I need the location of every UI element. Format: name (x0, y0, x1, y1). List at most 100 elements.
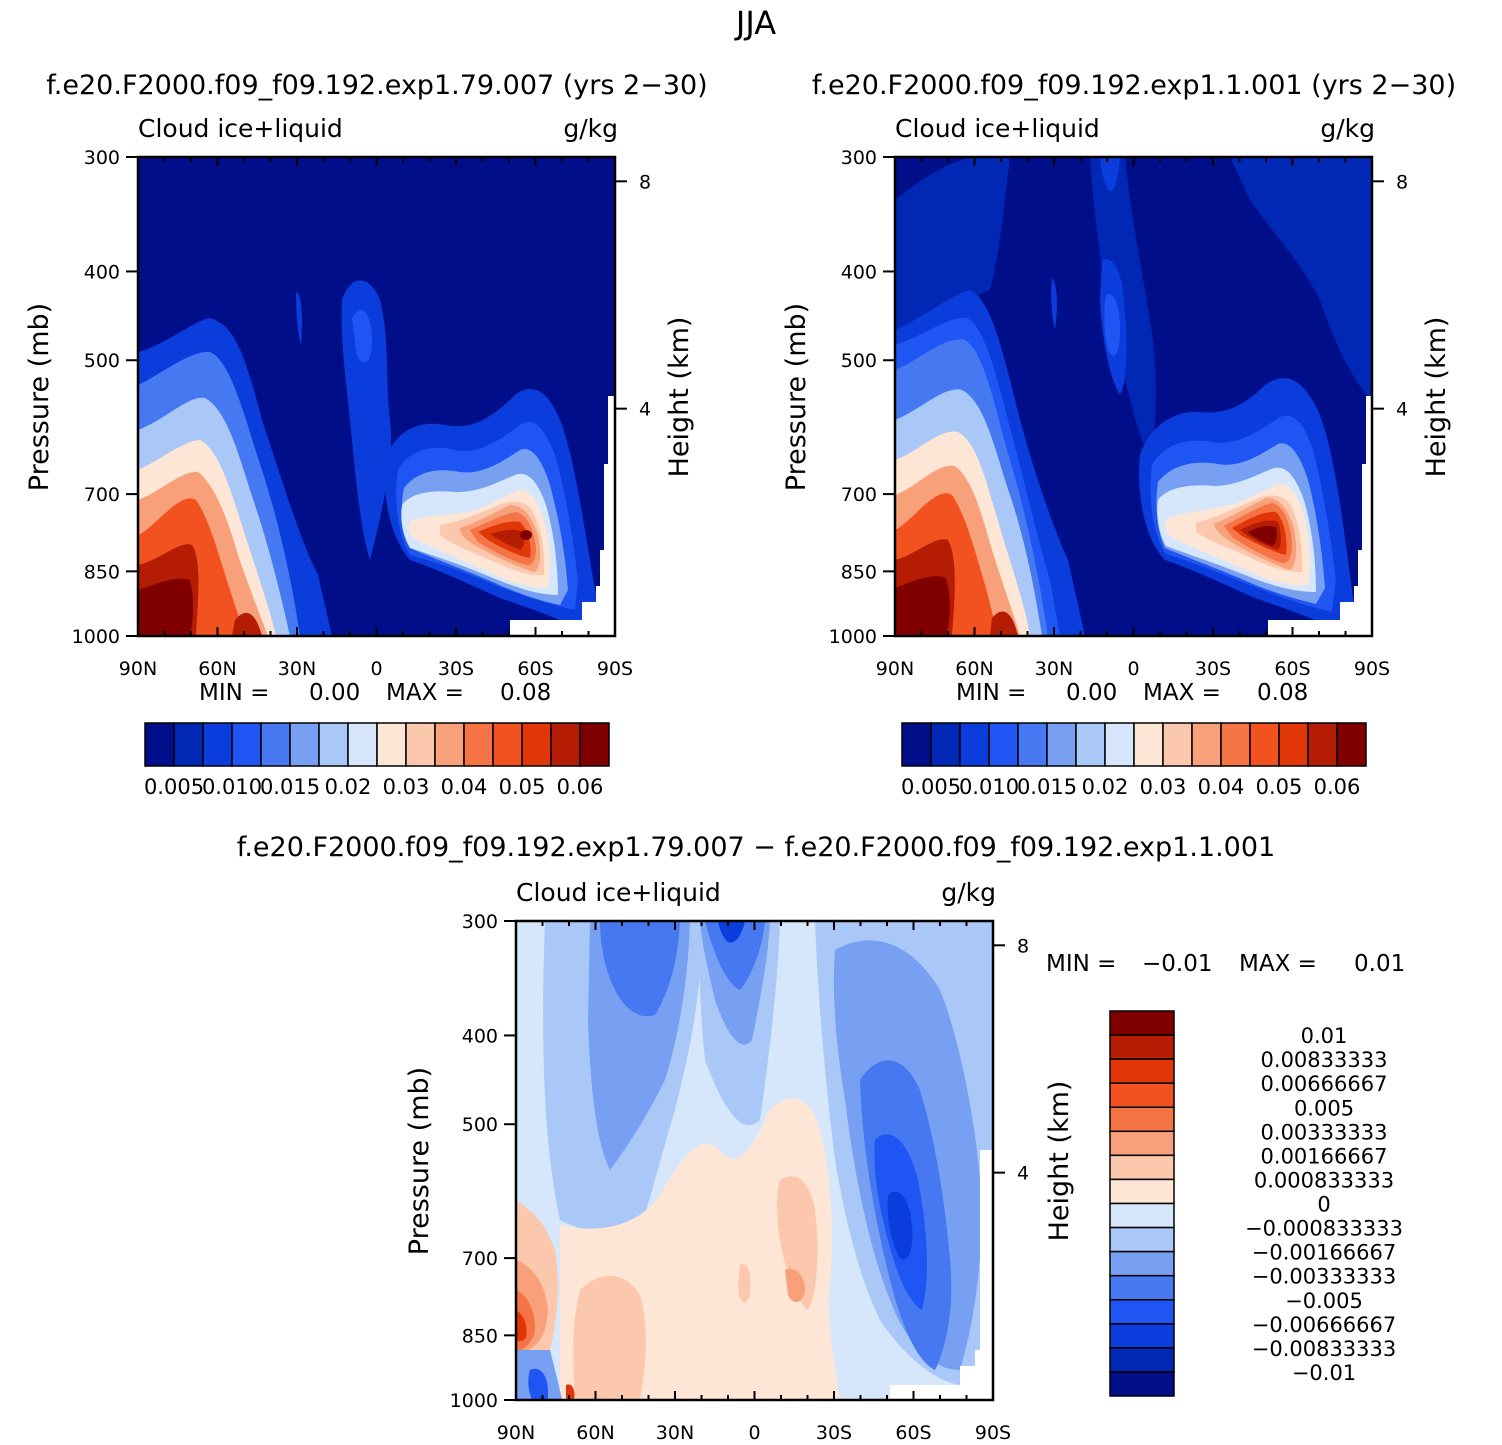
panel-c-min-label: MIN = (1046, 951, 1116, 977)
panel-c-colorbar-label: 0.00833333 (1261, 1048, 1388, 1072)
panel-b-ytick-label: 850 (841, 561, 877, 583)
panel-a-colorbar-swatch (405, 722, 436, 767)
panel-c-max-label: MAX = (1239, 951, 1317, 977)
panel-b-xtick-label: 90N (876, 658, 914, 680)
panel-b-colorbar-label: 0.005 (901, 775, 961, 799)
panel-c-colorbar-label: 0.005 (1294, 1096, 1354, 1120)
panel-b-colorbar-swatch (1162, 722, 1193, 767)
panel-a-ylabel-right: Height (km) (664, 317, 695, 478)
panel-b-colorbar-swatch (901, 722, 932, 767)
panel-b-colorbar-swatch (1075, 722, 1106, 767)
panel-c-min-value: −0.01 (1142, 951, 1212, 977)
panel-b-colorbar-swatch (1220, 722, 1251, 767)
panel-c-colorbar-label: 0.00666667 (1261, 1072, 1388, 1096)
panel-c-ylabel: Pressure (mb) (404, 1067, 435, 1255)
panel-c-ytick-right-label: 8 (1017, 935, 1029, 957)
panel-c-units: g/kg (941, 878, 996, 907)
panel-c-colorbar-swatch (1109, 1034, 1175, 1060)
panel-c-colorbar-label: −0.005 (1285, 1289, 1363, 1313)
panel-b-variable: Cloud ice+liquid (895, 114, 1100, 143)
panel-b-colorbar-label: 0.015 (1017, 775, 1077, 799)
panel-b-ylabel: Pressure (mb) (781, 303, 812, 491)
panel-a-colorbar-swatch (492, 722, 523, 767)
panel-a-colorbar-label: 0.02 (325, 775, 372, 799)
panel-c-max-value: 0.01 (1354, 951, 1405, 977)
panel-c-colorbar-swatch (1109, 1226, 1175, 1253)
panel-c-colorbar-swatch (1109, 1274, 1175, 1301)
panel-a-contours (138, 157, 615, 636)
panel-b-xtick-label: 0 (1127, 658, 1139, 680)
panel-c-colorbar-swatch (1109, 1299, 1175, 1325)
panel-b-units: g/kg (1320, 114, 1375, 143)
panel-c-axes: 90N 60N 30N 0 30S 60S 90S 300 400 500 700 850 1000 8 4 (450, 911, 1029, 1444)
panel-a-colorbar-label: 0.05 (499, 775, 546, 799)
panel-a-max-label: MAX = (386, 680, 464, 706)
panel-c-colorbar-label: −0.00166667 (1252, 1241, 1397, 1265)
panel-a-colorbar-swatch (376, 722, 407, 767)
panel-c-colorbar-label: 0.000833333 (1254, 1168, 1394, 1192)
panel-a-ytick-label: 400 (84, 261, 120, 283)
panel-b-colorbar-label: 0.010 (959, 775, 1019, 799)
panel-c-colorbar-swatch (1109, 1058, 1175, 1084)
panel-a-xtick-label: 60S (517, 658, 553, 680)
panel-b-ytick-right-label: 8 (1396, 171, 1408, 193)
panel-b-colorbar-swatch (1249, 722, 1280, 767)
panel-c-colorbar-label: −0.01 (1292, 1361, 1356, 1385)
panel-a-colorbar-label: 0.005 (144, 775, 204, 799)
panel-a-colorbar-swatch (231, 722, 262, 767)
panel-c-colorbar-swatch (1109, 1178, 1175, 1205)
panel-a-colorbar-swatch (550, 722, 581, 767)
panel-a-xtick-label: 0 (370, 658, 382, 680)
panel-c-colorbar-swatch (1109, 1154, 1175, 1181)
panel-b-xtick-label: 60S (1274, 658, 1310, 680)
panel-b-colorbar-swatch (1133, 722, 1164, 767)
panel-c-colorbar-label: −0.00333333 (1252, 1265, 1397, 1289)
panel-a-colorbar-swatch (463, 722, 494, 767)
panel-c-colorbar-swatch (1109, 1130, 1175, 1157)
panel-b-colorbar-swatch (959, 722, 990, 767)
panel-b-colorbar-swatch (930, 722, 961, 767)
panel-c-ytick-label: 500 (462, 1114, 498, 1136)
panel-a-ytick-label: 850 (84, 561, 120, 583)
panel-c-colorbar-swatch (1109, 1250, 1175, 1277)
panel-a-xtick-label: 30S (438, 658, 474, 680)
panel-c-colorbar-swatch (1109, 1323, 1175, 1349)
panel-a-ytick-label: 700 (84, 484, 120, 506)
panel-c-colorbar-swatch (1109, 1347, 1175, 1373)
panel-c-colorbar-label: −0.000833333 (1245, 1217, 1403, 1241)
panel-b-colorbar-swatch (1017, 722, 1048, 767)
panel-b-max-value: 0.08 (1257, 680, 1308, 706)
panel-a-max-value: 0.08 (500, 680, 551, 706)
panel-a-xtick-label: 90S (597, 658, 633, 680)
panel-a-title: f.e20.F2000.f09_f09.192.exp1.79.007 (yrs… (46, 70, 707, 101)
panel-b-xtick-label: 60N (955, 658, 993, 680)
panel-b-ylabel-right: Height (km) (1421, 317, 1452, 478)
panel-c-ytick-label: 850 (462, 1325, 498, 1347)
panel-c-colorbar-swatch (1109, 1082, 1175, 1108)
panel-a-colorbar-swatch (521, 722, 552, 767)
panel-b-axes: 90N 60N 30N 0 30S 60S 90S 300 400 500 700 850 1000 8 4 (829, 147, 1408, 680)
panel-b-min-value: 0.00 (1066, 680, 1117, 706)
panel-b-xtick-label: 30N (1035, 658, 1073, 680)
panel-c-colorbar-swatch (1109, 1106, 1175, 1133)
panel-c-colorbar-swatch (1109, 1010, 1175, 1036)
panel-a-missing (510, 396, 615, 636)
panel-a-colorbar-swatch (173, 722, 204, 767)
panel-c-colorbar-label: 0.01 (1301, 1024, 1348, 1048)
panel-a: 90N 60N 30N 0 30S 60S 90S 300 400 500 700 850 1000 8 4… (24, 114, 695, 799)
panel-b-contours (895, 157, 1372, 636)
panel-c-xtick-label: 30S (816, 1422, 852, 1444)
panel-a-variable: Cloud ice+liquid (138, 114, 343, 143)
panel-a-colorbar-swatch (347, 722, 378, 767)
panel-a-xtick-label: 30N (278, 658, 316, 680)
panel-a-colorbar-label: 0.010 (202, 775, 262, 799)
panel-a-ytick-label: 1000 (72, 626, 120, 648)
panel-b-xtick-label: 30S (1195, 658, 1231, 680)
panel-b-colorbar-label: 0.03 (1140, 775, 1187, 799)
panel-a-min-value: 0.00 (309, 680, 360, 706)
panel-b-ytick-label: 1000 (829, 626, 877, 648)
panel-a-colorbar-label: 0.06 (557, 775, 604, 799)
